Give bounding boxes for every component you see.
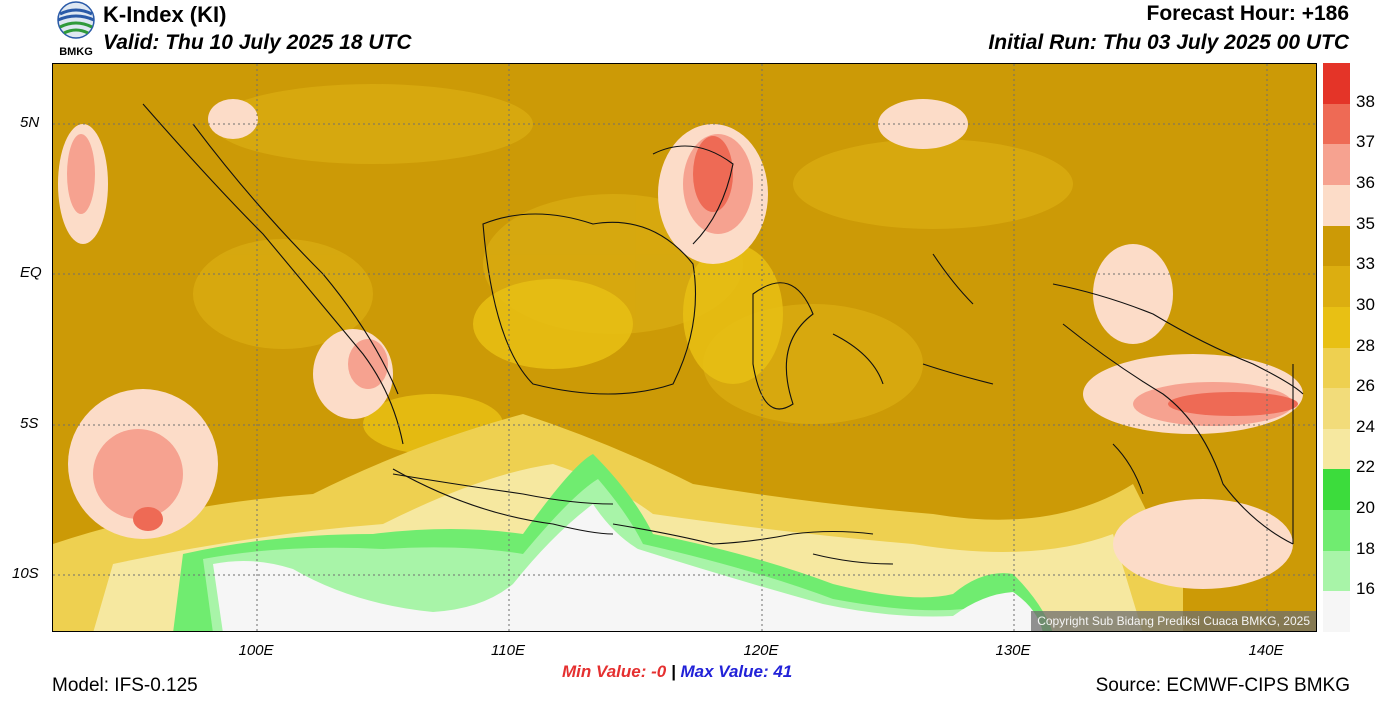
colorbar-segment — [1323, 388, 1350, 430]
min-value: Min Value: -0 — [562, 662, 667, 681]
logo-text: BMKG — [59, 46, 93, 58]
k-index-map: Copyright Sub Bidang Prediksi Cuaca BMKG… — [52, 63, 1317, 632]
colorbar-segment — [1323, 63, 1350, 105]
colorbar-segment — [1323, 510, 1350, 552]
colorbar-label: 24 — [1356, 416, 1375, 436]
colorbar-segment — [1323, 144, 1350, 186]
colorbar-label: 33 — [1356, 254, 1375, 274]
lon-label-100e: 100E — [238, 642, 274, 659]
lon-label-110e: 110E — [491, 642, 525, 659]
lon-label-140e: 140E — [1248, 642, 1284, 659]
colorbar-label: 22 — [1356, 457, 1375, 477]
colorbar-label: 38 — [1356, 91, 1375, 111]
colorbar-segment — [1323, 591, 1350, 633]
lat-label-5n: 5N — [20, 114, 40, 131]
colorbar-label: 26 — [1356, 376, 1375, 396]
colorbar-label: 36 — [1356, 172, 1375, 192]
colorbar-label: 20 — [1356, 498, 1375, 518]
lat-label-eq: EQ — [20, 264, 42, 281]
colorbar-segment — [1323, 347, 1350, 389]
min-max-separator: | — [670, 662, 676, 681]
colorbar-label: 37 — [1356, 132, 1375, 152]
colorbar-label: 28 — [1356, 335, 1375, 355]
colorbar-label: 30 — [1356, 294, 1375, 314]
max-value: Max Value: 41 — [680, 662, 793, 681]
colorbar-label: 16 — [1356, 579, 1375, 599]
colorbar-segment — [1323, 550, 1350, 592]
map-title: K-Index (KI) — [103, 2, 227, 27]
forecast-hour: Forecast Hour: +186 — [1146, 2, 1350, 25]
lon-label-120e: 120E — [743, 642, 779, 659]
colorbar-segment — [1323, 306, 1350, 348]
bmkg-logo — [52, 0, 100, 62]
colorbar-label: 18 — [1356, 538, 1375, 558]
colorbar-segment — [1323, 184, 1350, 227]
colorbar-segment — [1323, 103, 1350, 145]
colorbar — [1323, 63, 1350, 633]
colorbar-label: 35 — [1356, 213, 1375, 233]
source-label: Source: ECMWF-CIPS BMKG — [1095, 675, 1350, 696]
colorbar-segment — [1323, 469, 1350, 511]
lat-label-5s: 5S — [20, 415, 39, 432]
colorbar-segment — [1323, 428, 1350, 470]
colorbar-segment — [1323, 266, 1350, 308]
colorbar-segment — [1323, 225, 1350, 267]
lat-label-10s: 10S — [12, 565, 39, 582]
model-label: Model: IFS-0.125 — [52, 675, 198, 696]
lon-label-130e: 130E — [995, 642, 1031, 659]
min-max-values: Min Value: -0 | Max Value: 41 — [562, 662, 792, 682]
valid-time: Valid: Thu 10 July 2025 18 UTC — [103, 31, 412, 54]
copyright-notice: Copyright Sub Bidang Prediksi Cuaca BMKG… — [1031, 611, 1316, 631]
initial-run: Initial Run: Thu 03 July 2025 00 UTC — [988, 31, 1349, 54]
